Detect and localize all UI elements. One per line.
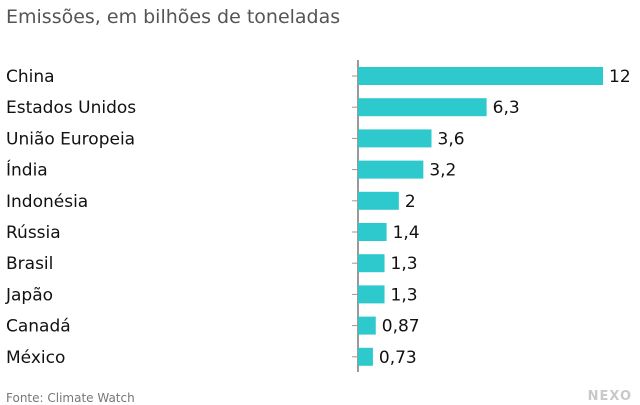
brand-logo: NEXO [588, 389, 632, 404]
category-label: Canadá [6, 317, 71, 337]
bar [358, 348, 373, 366]
data-label: 3,6 [438, 129, 465, 149]
data-label: 3,2 [429, 161, 456, 181]
data-label: 0,73 [379, 348, 417, 368]
data-label: 6,3 [493, 98, 520, 118]
category-label: Índia [6, 159, 48, 181]
bar [358, 161, 423, 179]
bar [358, 285, 385, 303]
bar [358, 192, 399, 210]
category-label: União Europeia [6, 129, 135, 149]
data-label: 0,87 [382, 317, 420, 337]
data-label: 1,3 [391, 285, 418, 305]
bar [358, 129, 432, 147]
category-label: Indonésia [6, 192, 88, 212]
category-label: México [6, 348, 65, 368]
data-label: 1,4 [393, 223, 420, 243]
data-label: 12 [609, 67, 631, 87]
source-note: Fonte: Climate Watch [6, 391, 135, 405]
category-label: Rússia [6, 223, 61, 243]
category-label: Brasil [6, 254, 53, 274]
bar [358, 223, 387, 241]
bar [358, 67, 603, 85]
category-label: Estados Unidos [6, 98, 136, 118]
data-label: 2 [405, 192, 416, 212]
category-label: China [6, 67, 55, 87]
bar [358, 317, 376, 335]
bar [358, 254, 385, 272]
category-label: Japão [5, 285, 53, 305]
data-label: 1,3 [391, 254, 418, 274]
bar [358, 98, 487, 116]
